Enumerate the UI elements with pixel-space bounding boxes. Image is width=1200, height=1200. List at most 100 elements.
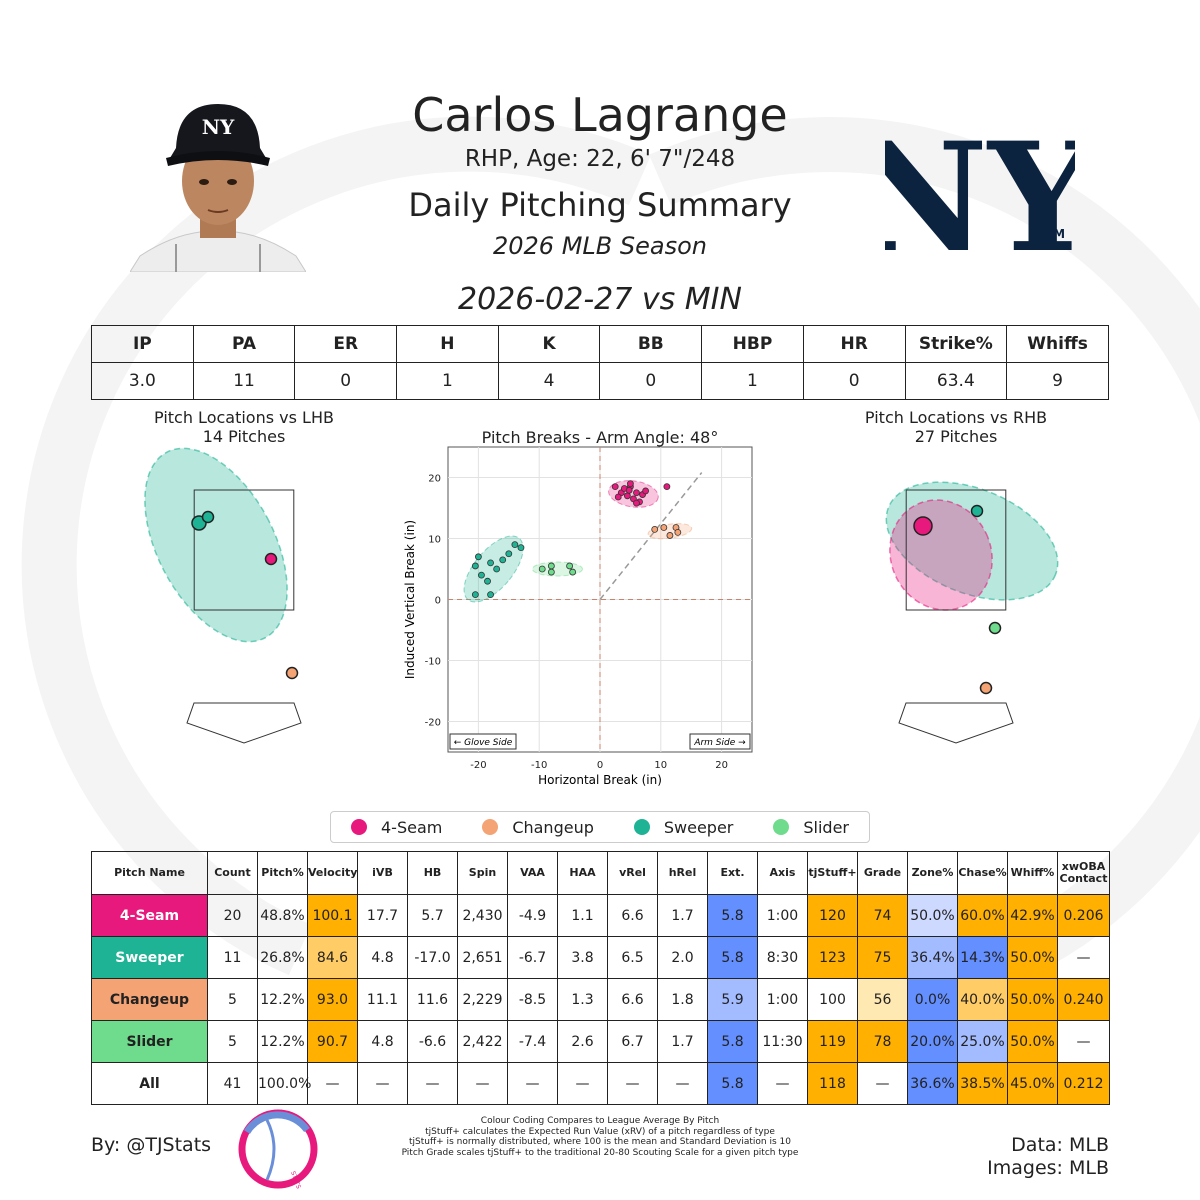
pitch-header-haa: HAA: [557, 851, 608, 895]
byline: By: @TJStats: [91, 1134, 212, 1156]
break-point-sweeper: [499, 556, 507, 564]
pitch-cell-hrel: —: [657, 1062, 708, 1105]
pitch-cell-vrel: 6.6: [607, 978, 658, 1021]
pitch-cell-ext: 5.8: [707, 1020, 758, 1063]
legend-dot: [350, 819, 367, 835]
pitch-cell-hb: 5.7: [407, 894, 458, 937]
pitch-header-grade: Grade: [857, 851, 908, 895]
break-point-changeup: [674, 529, 682, 536]
break-point-sweeper: [487, 591, 494, 599]
pitch-cell-chase: 38.5%: [957, 1062, 1008, 1105]
pitch-cell-zone: 36.4%: [907, 936, 958, 979]
pitch-cell-tjstuff: 123: [807, 936, 858, 979]
pitch-cell-zone: 50.0%: [907, 894, 958, 937]
pitch-cell-xwoba-contact: —: [1057, 936, 1110, 979]
stat-header-strike: Strike%: [904, 325, 1008, 363]
pitch-cell-axis: 1:00: [757, 894, 808, 937]
pitch-cell-spin: —: [457, 1062, 508, 1105]
pitch-name-cell: Changeup: [91, 978, 208, 1021]
pitch-cell-count: 41: [207, 1062, 258, 1105]
pitch-cell-tjstuff: 119: [807, 1020, 858, 1063]
data-source: Data: MLB: [1011, 1134, 1109, 1156]
arm-side-text: Arm Side →: [693, 738, 746, 748]
pitch-cell-spin: 2,430: [457, 894, 508, 937]
break-point-sweeper: [505, 550, 513, 558]
density-ellipse-sweeper: [885, 481, 1059, 601]
legend-item-4-seam: 4-Seam: [350, 818, 442, 837]
break-point-changeup: [666, 532, 674, 539]
break-point-slider: [538, 565, 546, 573]
pitch-cell-hrel: 1.7: [657, 894, 708, 937]
pitch-cell-spin: 2,229: [457, 978, 508, 1021]
break-point-4-seam: [663, 483, 671, 491]
x-tick-label: -10: [531, 760, 547, 771]
strike-zone: [193, 489, 295, 611]
pitch-header-spin: Spin: [457, 851, 508, 895]
x-axis-label: Horizontal Break (in): [538, 773, 662, 787]
stat-value-hbp: 1: [701, 362, 804, 400]
break-point-sweeper: [484, 577, 491, 585]
legend-item-sweeper: Sweeper: [633, 818, 733, 837]
y-tick-label: -10: [425, 657, 441, 668]
pitch-cell-velocity: 84.6: [307, 936, 358, 979]
footnotes: Colour Coding Compares to League Average…: [380, 1116, 820, 1158]
player-headshot-icon: NY: [130, 104, 306, 272]
pitch-cell-hrel: 1.8: [657, 978, 708, 1021]
break-point-sweeper: [471, 591, 479, 599]
footnote-line: tjStuff+ calculates the Expected Run Val…: [425, 1126, 775, 1137]
pitch-header-ivb: iVB: [357, 851, 408, 895]
pitch-cell-hb: —: [407, 1062, 458, 1105]
rhb-title: Pitch Locations vs RHB: [864, 408, 1048, 427]
game-stat-table: IP PA ER H K BB HBP HR Strike% Whiffs 3.0 11 0 1 4 0 1 0…: [91, 325, 1109, 400]
pitch-cell-grade: 74: [857, 894, 908, 937]
pitch-cell-haa: 3.8: [557, 936, 608, 979]
break-point-slider: [547, 562, 555, 570]
legend-dot: [482, 819, 499, 835]
pitch-point-4-seam: [264, 552, 278, 566]
svg-text:NY: NY: [202, 115, 235, 139]
pitch-cell-spin: 2,651: [457, 936, 508, 979]
pitch-header-vrel: vRel: [607, 851, 658, 895]
pitch-cell-hb: -17.0: [407, 936, 458, 979]
stat-header-bb: BB: [599, 325, 703, 363]
stat-header-whiffs: Whiffs: [1006, 325, 1109, 363]
pitch-header-velocity: Velocity: [307, 851, 358, 895]
pitch-row-all: All 41 100.0% — — — — — — — —5.8—118—36.6% 38.5% 45.…: [91, 1062, 1110, 1105]
images-source: Images: MLB: [987, 1157, 1109, 1179]
pitch-cell-pitch: 12.2%: [257, 978, 308, 1021]
pitch-header-pitch-name: Pitch Name: [91, 851, 208, 895]
pitch-cell-tjstuff: 118: [807, 1062, 858, 1105]
stat-value-whiffs: 9: [1006, 362, 1109, 400]
legend-item-changeup: Changeup: [482, 818, 594, 837]
pitch-header-vaa: VAA: [507, 851, 558, 895]
x-tick-label: 20: [715, 760, 728, 771]
pitch-cell-velocity: —: [307, 1062, 358, 1105]
pitch-cell-vaa: -4.9: [507, 894, 558, 937]
stat-header-ip: IP: [91, 325, 194, 363]
pitch-cell-whiff: 45.0%: [1007, 1062, 1058, 1105]
pitch-cell-grade: 75: [857, 936, 908, 979]
arm-angle-line: [599, 472, 703, 600]
pitch-row-sweeper: Sweeper 11 26.8% 84.6 4.8 -17.0 2,651 -6.7 3.8 6.…: [91, 936, 1110, 979]
pitch-cell-pitch: 12.2%: [257, 1020, 308, 1063]
pitch-cell-hrel: 1.7: [657, 1020, 708, 1063]
pitch-cell-zone: 36.6%: [907, 1062, 958, 1105]
pitch-cell-ivb: 4.8: [357, 1020, 408, 1063]
legend-dot: [773, 819, 790, 835]
pitch-cell-count: 5: [207, 1020, 258, 1063]
rhb-subtitle: 27 Pitches: [914, 427, 998, 446]
pitch-cell-xwoba-contact: 0.240: [1057, 978, 1110, 1021]
y-tick-label: -20: [425, 718, 441, 729]
stat-header-er: ER: [294, 325, 398, 363]
arm-side-label: Arm Side →: [689, 733, 751, 750]
pitch-cell-vrel: 6.5: [607, 936, 658, 979]
legend-label: Changeup: [512, 817, 594, 837]
break-point-4-seam: [625, 486, 633, 494]
pitch-cell-velocity: 90.7: [307, 1020, 358, 1063]
pitch-cell-spin: 2,422: [457, 1020, 508, 1063]
pitch-cell-xwoba-contact: 0.206: [1057, 894, 1110, 937]
pitch-header-zone: Zone%: [907, 851, 958, 895]
pitch-cell-vrel: —: [607, 1062, 658, 1105]
break-point-4-seam: [614, 493, 622, 501]
pitch-cell-vrel: 6.6: [607, 894, 658, 937]
